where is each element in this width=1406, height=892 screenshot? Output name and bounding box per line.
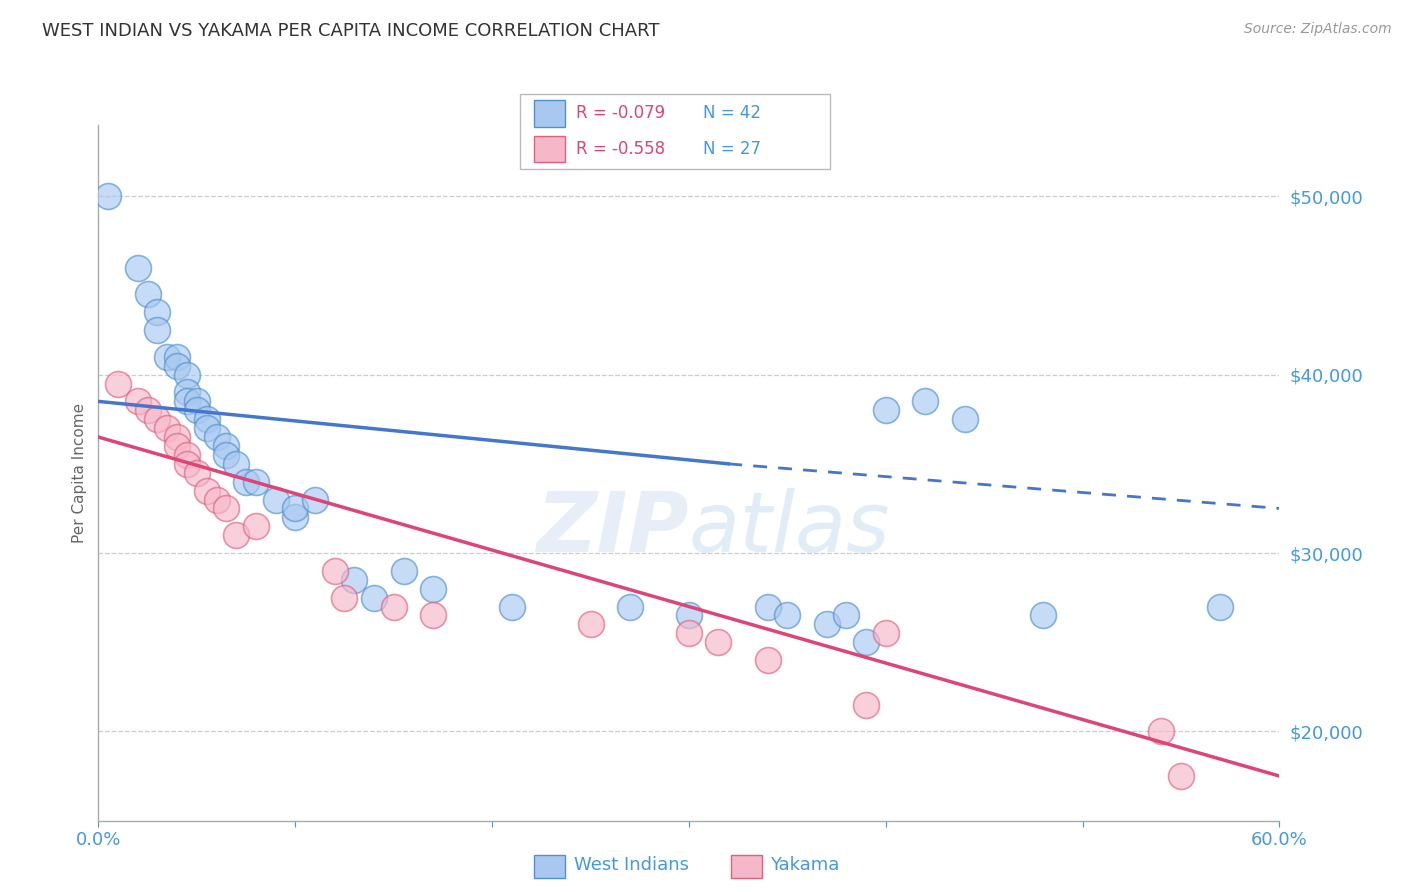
Point (176, 394, 198, 409)
Point (156, 421, 179, 435)
Point (146, 323, 169, 337)
Point (215, 448, 238, 462)
Point (176, 457, 198, 471)
Point (875, 626, 897, 640)
Point (333, 591, 356, 605)
Text: Source: ZipAtlas.com: Source: ZipAtlas.com (1244, 22, 1392, 37)
Point (579, 617, 602, 632)
Text: atlas: atlas (689, 488, 890, 569)
Point (195, 421, 218, 435)
Point (245, 475, 267, 489)
Point (225, 457, 247, 471)
Point (707, 635, 730, 649)
Point (914, 394, 936, 409)
Point (855, 698, 877, 712)
Point (855, 635, 877, 649)
Point (136, 287, 159, 301)
Point (1032, 608, 1054, 623)
Point (186, 403, 208, 417)
Point (1209, 599, 1232, 614)
Point (776, 608, 799, 623)
Point (127, 394, 149, 409)
Point (195, 483, 218, 498)
Point (304, 492, 326, 507)
Point (205, 430, 228, 444)
Text: West Indians: West Indians (574, 856, 689, 874)
Text: R = -0.079: R = -0.079 (576, 104, 665, 122)
Point (146, 412, 169, 426)
Point (166, 439, 188, 453)
Point (225, 528, 247, 542)
Point (205, 492, 228, 507)
Point (176, 368, 198, 382)
Point (166, 359, 188, 373)
Point (195, 412, 218, 426)
Text: ZIP: ZIP (536, 488, 689, 569)
Point (619, 599, 641, 614)
Point (186, 466, 208, 480)
Text: R = -0.558: R = -0.558 (576, 140, 665, 158)
Point (215, 501, 238, 516)
Point (136, 403, 159, 417)
Point (186, 394, 208, 409)
Point (422, 608, 444, 623)
Point (284, 510, 307, 524)
Point (678, 626, 700, 640)
Point (264, 492, 287, 507)
Point (392, 564, 415, 578)
Text: WEST INDIAN VS YAKAMA PER CAPITA INCOME CORRELATION CHART: WEST INDIAN VS YAKAMA PER CAPITA INCOME … (42, 22, 659, 40)
Point (146, 305, 169, 319)
Point (1150, 724, 1173, 739)
Point (501, 599, 523, 614)
Point (875, 403, 897, 417)
Y-axis label: Per Capita Income: Per Capita Income (72, 402, 87, 543)
Point (107, 376, 129, 391)
Point (678, 608, 700, 623)
Point (176, 385, 198, 400)
Point (156, 350, 179, 364)
Point (127, 260, 149, 275)
Point (97, 189, 120, 203)
Point (835, 608, 858, 623)
Point (235, 475, 257, 489)
Point (284, 501, 307, 516)
Point (756, 653, 779, 667)
Point (363, 591, 385, 605)
Point (382, 599, 405, 614)
Point (166, 350, 188, 364)
Point (323, 564, 346, 578)
Text: Yakama: Yakama (770, 856, 839, 874)
Point (422, 582, 444, 596)
Point (245, 519, 267, 533)
Point (215, 439, 238, 453)
Point (166, 430, 188, 444)
Point (343, 573, 366, 587)
Text: N = 42: N = 42 (703, 104, 761, 122)
Point (953, 412, 976, 426)
Text: N = 27: N = 27 (703, 140, 761, 158)
Point (1170, 769, 1192, 783)
Point (756, 599, 779, 614)
Point (815, 617, 838, 632)
Point (176, 448, 198, 462)
